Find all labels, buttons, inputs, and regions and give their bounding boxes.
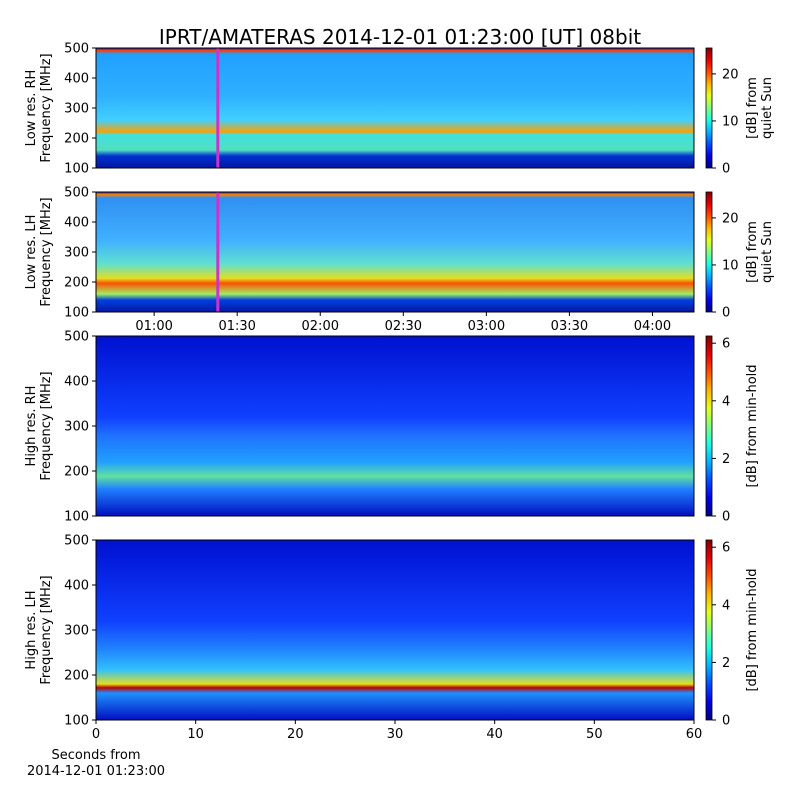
y-axis-label: Frequency [MHz] <box>39 53 54 162</box>
x-tick-label: 10 <box>187 727 204 742</box>
colorbar-label: [dB] from min-hold <box>745 568 760 691</box>
y-tick-label: 200 <box>64 132 89 147</box>
x-tick-label: 03:00 <box>468 319 505 334</box>
x-axis-label: 2014-12-01 01:23:00 <box>27 764 165 779</box>
colorbar-tick-label: 0 <box>722 510 730 525</box>
x-tick-label: 01:30 <box>218 319 255 334</box>
y-tick-label: 300 <box>64 102 89 117</box>
y-tick-label: 200 <box>64 465 89 480</box>
colorbar-label: [dB] from min-hold <box>745 364 760 487</box>
y-tick-label: 500 <box>64 42 89 57</box>
spectrogram <box>96 540 694 720</box>
colorbar-tick-label: 0 <box>722 162 730 177</box>
y-tick-label: 100 <box>64 510 89 525</box>
x-tick-label: 60 <box>686 727 703 742</box>
x-tick-label: 04:00 <box>634 319 671 334</box>
colorbar <box>705 335 713 517</box>
chart-title: IPRT/AMATERAS 2014-12-01 01:23:00 [UT] 0… <box>159 25 641 49</box>
colorbar <box>705 47 713 169</box>
y-tick-label: 500 <box>64 330 89 345</box>
colorbar-label: [dB] from <box>745 221 760 283</box>
colorbar-tick-label: 6 <box>722 337 730 352</box>
y-axis-label: High res. RH <box>24 386 39 467</box>
colorbar-tick-label: 4 <box>722 394 730 409</box>
y-axis-label: Frequency [MHz] <box>39 371 54 480</box>
y-tick-label: 400 <box>64 375 89 390</box>
colorbar-tick-label: 6 <box>722 541 730 556</box>
colorbar-tick-label: 2 <box>722 452 730 467</box>
y-axis-label: Low res. LH <box>24 215 39 290</box>
colorbar-tick-label: 10 <box>722 258 739 273</box>
spectrogram <box>96 48 694 168</box>
colorbar-tick-label: 2 <box>722 656 730 671</box>
colorbar-tick-label: 0 <box>722 306 730 321</box>
x-tick-label: 20 <box>287 727 304 742</box>
y-tick-label: 300 <box>64 420 89 435</box>
y-tick-label: 400 <box>64 216 89 231</box>
y-tick-label: 500 <box>64 186 89 201</box>
colorbar-label: quiet Sun <box>760 221 775 283</box>
colorbar-tick-label: 10 <box>722 114 739 129</box>
y-tick-label: 100 <box>64 306 89 321</box>
y-axis-label: Frequency [MHz] <box>39 575 54 684</box>
x-tick-label: 0 <box>92 727 100 742</box>
colorbar-tick-label: 20 <box>722 67 739 82</box>
y-axis-label: High res. LH <box>24 590 39 669</box>
y-tick-label: 400 <box>64 579 89 594</box>
x-tick-label: 02:30 <box>385 319 422 334</box>
colorbar-label: quiet Sun <box>760 77 775 139</box>
colorbar-label: [dB] from <box>745 77 760 139</box>
x-axis-label: Seconds from <box>51 748 140 763</box>
y-tick-label: 100 <box>64 162 89 177</box>
x-tick-label: 30 <box>387 727 404 742</box>
colorbar-tick-label: 20 <box>722 211 739 226</box>
y-tick-label: 300 <box>64 624 89 639</box>
y-tick-label: 200 <box>64 276 89 291</box>
colorbar-tick-label: 4 <box>722 598 730 613</box>
y-tick-label: 300 <box>64 246 89 261</box>
y-tick-label: 400 <box>64 72 89 87</box>
spectrogram <box>96 336 694 516</box>
x-tick-label: 02:00 <box>302 319 339 334</box>
y-axis-label: Frequency [MHz] <box>39 197 54 306</box>
spectrogram <box>96 192 694 312</box>
y-tick-label: 100 <box>64 714 89 729</box>
x-tick-label: 50 <box>586 727 603 742</box>
x-tick-label: 40 <box>486 727 503 742</box>
x-tick-label: 03:30 <box>551 319 588 334</box>
colorbar <box>705 191 713 313</box>
colorbar <box>705 539 713 721</box>
y-tick-label: 500 <box>64 534 89 549</box>
colorbar-tick-label: 0 <box>722 714 730 729</box>
y-tick-label: 200 <box>64 669 89 684</box>
y-axis-label: Low res. RH <box>24 70 39 147</box>
x-tick-label: 01:00 <box>135 319 172 334</box>
